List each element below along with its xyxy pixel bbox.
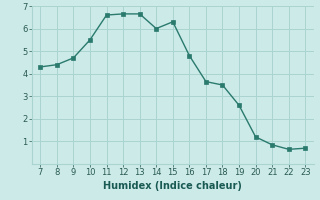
X-axis label: Humidex (Indice chaleur): Humidex (Indice chaleur) bbox=[103, 181, 242, 191]
